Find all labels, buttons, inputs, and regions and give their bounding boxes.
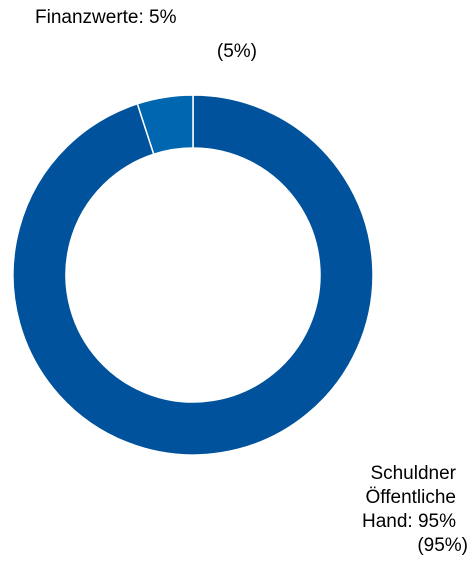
donut-slice (12, 94, 374, 456)
donut-slice (136, 94, 194, 156)
slice-value-label: (5%) (216, 41, 257, 62)
slice-value-label: (95%) (417, 535, 468, 556)
slice-label: Finanzwerte: 5% (35, 7, 177, 28)
slice-label: Schuldner Öffentliche Hand: 95% (361, 463, 456, 532)
